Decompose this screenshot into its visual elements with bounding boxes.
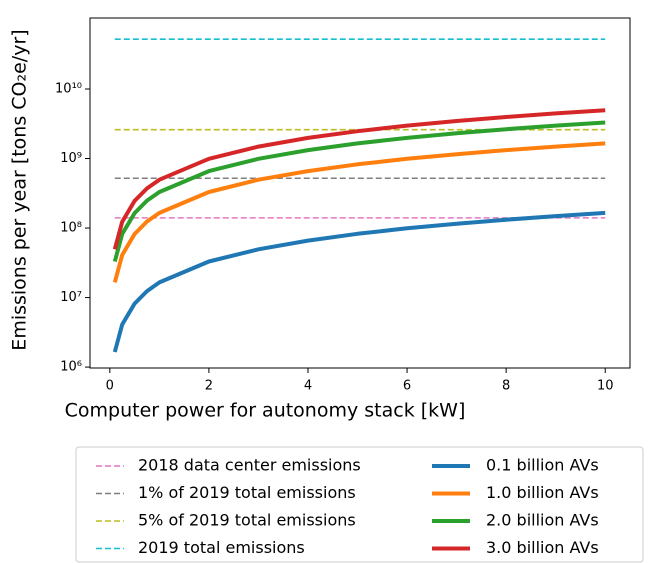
plot-frame [89, 17, 631, 369]
y-tick-label: 10⁸ [60, 221, 82, 236]
legend-label: 2018 data center emissions [138, 456, 361, 475]
y-tick-label: 10¹⁰ [55, 81, 82, 96]
legend-label: 1.0 billion AVs [486, 483, 599, 502]
legend-label: 0.1 billion AVs [486, 456, 599, 475]
x-tick-label: 2 [205, 379, 213, 394]
legend-box [75, 446, 644, 563]
series-line [112, 120, 606, 263]
series-line [112, 210, 606, 353]
y-axis-label: Emissions per year [tons CO₂e/yr] [9, 29, 31, 350]
x-tick-label: 10 [597, 379, 614, 394]
y-tick-label: 10⁶ [60, 360, 82, 375]
y-tick-label: 10⁹ [60, 151, 82, 166]
legend-label: 3.0 billion AVs [486, 538, 599, 557]
x-axis-label: Computer power for autonomy stack [kW] [65, 400, 466, 422]
legend-label: 2019 total emissions [138, 538, 305, 557]
x-tick-label: 4 [304, 379, 312, 394]
y-tick-label: 10⁷ [60, 290, 82, 305]
x-tick-label: 0 [106, 379, 114, 394]
series-line [112, 108, 606, 250]
x-tick-label: 6 [403, 379, 411, 394]
x-tick-label: 8 [502, 379, 510, 394]
legend-label: 2.0 billion AVs [486, 511, 599, 530]
legend-label: 1% of 2019 total emissions [138, 483, 356, 502]
legend-label: 5% of 2019 total emissions [138, 511, 356, 530]
series-line [112, 141, 606, 283]
